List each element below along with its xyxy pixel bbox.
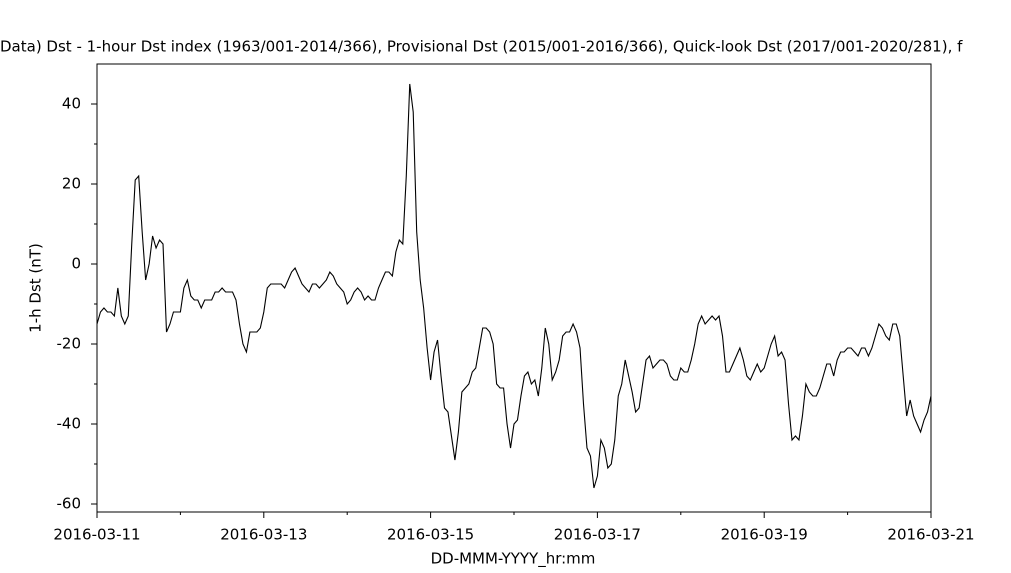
- x-tick-label: 2016-03-11: [53, 526, 140, 544]
- dst-line: [96, 83, 932, 489]
- y-tick-label: 40: [62, 95, 81, 113]
- y-tick-label: -40: [57, 415, 82, 433]
- x-tick-label: 2016-03-15: [387, 526, 474, 544]
- x-tick-label: 2016-03-19: [721, 526, 808, 544]
- y-axis-label: 1-h Dst (nT): [27, 243, 45, 333]
- y-tick-label: -60: [57, 495, 82, 513]
- x-tick-label: 2016-03-21: [887, 526, 974, 544]
- chart-title: Data) Dst - 1-hour Dst index (1963/001-2…: [0, 38, 963, 56]
- x-tick-label: 2016-03-17: [554, 526, 641, 544]
- x-axis-label: DD-MMM-YYYY_hr:mm: [431, 550, 596, 569]
- y-tick-label: 20: [62, 175, 81, 193]
- x-tick-label: 2016-03-13: [220, 526, 307, 544]
- y-tick-label: 0: [71, 255, 81, 273]
- y-tick-label: -20: [57, 335, 82, 353]
